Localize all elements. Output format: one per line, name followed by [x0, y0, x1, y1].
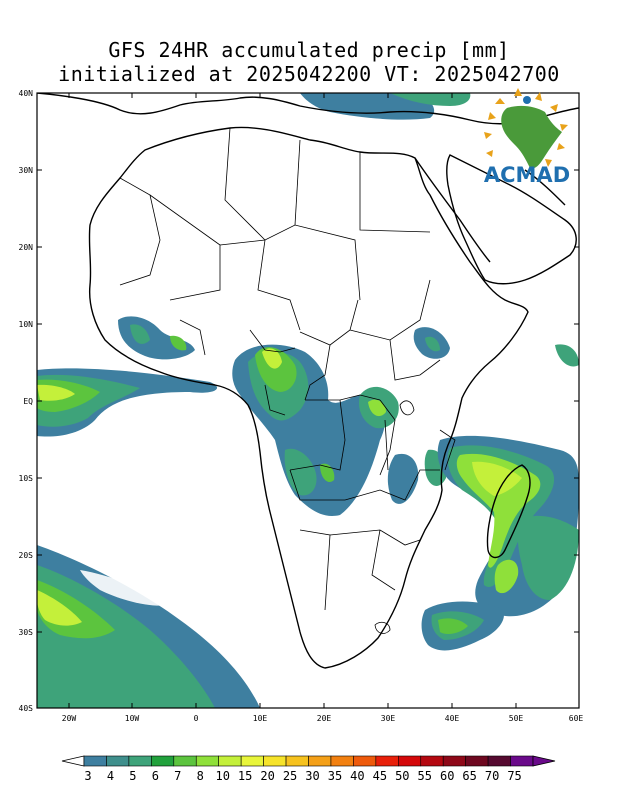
colorbar-swatch: [397, 755, 422, 767]
map-plot-area: [37, 93, 579, 708]
colorbar-swatch: [218, 755, 242, 767]
lon-label-50e: 50E: [509, 714, 524, 723]
colorbar-swatch: [465, 755, 489, 767]
longitude-labels: 20W 10W 0 10E 20E 30E 40E 50E 60E: [62, 714, 584, 723]
lat-label-20s: 20S: [19, 551, 34, 560]
colorbar-swatch: [330, 755, 354, 767]
colorbar-swatch: [420, 755, 444, 767]
colorbar-swatch: [375, 755, 399, 767]
lon-label-20e: 20E: [317, 714, 332, 723]
colorbar-swatch: [195, 755, 220, 767]
colorbar-swatch: [487, 755, 511, 767]
map-title-line-2: initialized at 2025042200 VT: 2025042700: [58, 62, 560, 86]
colorbar-swatch: [308, 755, 332, 767]
map-title-line-1: GFS 24HR accumulated precip [mm]: [108, 38, 510, 62]
colorbar-label: 45: [373, 769, 387, 783]
colorbar-over-triangle: [532, 755, 556, 767]
lat-label-10s: 10S: [19, 474, 34, 483]
logo-sun-rays-icon: [484, 88, 568, 167]
lat-label-40n: 40N: [19, 89, 34, 98]
colorbar-label: 3: [84, 769, 91, 783]
colorbar-label: 4: [107, 769, 114, 783]
lon-label-10e: 10E: [253, 714, 268, 723]
country-borders: [119, 127, 456, 634]
colorbar-label: 65: [462, 769, 476, 783]
colorbar-swatch: [510, 755, 534, 767]
colorbar-label: 30: [305, 769, 319, 783]
colorbar-label: 60: [440, 769, 454, 783]
colorbar-label: 6: [152, 769, 159, 783]
colorbar-label: 50: [395, 769, 409, 783]
colorbar-swatch: [353, 755, 377, 767]
colorbar-swatch: [173, 755, 197, 767]
latitude-labels: 40N 30N 20N 10N EQ 10S 20S 30S 40S: [19, 89, 34, 713]
logo-drop-icon: [523, 96, 531, 104]
axis-ticks: [37, 92, 580, 709]
colorbar-label: 35: [328, 769, 342, 783]
colorbar-swatch: [240, 755, 264, 767]
colorbar-label: 25: [283, 769, 297, 783]
colorbar-label: 70: [485, 769, 499, 783]
lat-label-30n: 30N: [19, 166, 34, 175]
colorbar-swatch: [263, 755, 287, 767]
colorbar-label: 7: [174, 769, 181, 783]
colorbar-swatch: [285, 755, 309, 767]
lon-label-40e: 40E: [445, 714, 460, 723]
colorbar-swatch: [83, 755, 107, 767]
colorbar-label: 15: [238, 769, 252, 783]
lon-label-0: 0: [194, 714, 199, 723]
acmad-logo: ACMAD: [484, 88, 570, 187]
colorbar-label: 10: [215, 769, 229, 783]
colorbar-label: 8: [197, 769, 204, 783]
colorbar-label: 55: [418, 769, 432, 783]
colorbar-label: 5: [129, 769, 136, 783]
precip-shading: [37, 93, 579, 708]
lon-label-60e: 60E: [569, 714, 584, 723]
colorbar-under-triangle: [61, 755, 85, 767]
colorbar-label: 20: [260, 769, 274, 783]
colorbar-swatch: [151, 755, 175, 767]
lat-label-40s: 40S: [19, 704, 34, 713]
colorbar-label: 40: [350, 769, 364, 783]
logo-africa-icon: [501, 105, 562, 169]
colorbar-swatch: [128, 755, 152, 767]
lon-label-30e: 30E: [381, 714, 396, 723]
colorbar-swatch: [442, 755, 466, 767]
colorbar-swatch: [106, 755, 130, 767]
lon-label-20w: 20W: [62, 714, 77, 723]
colorbar-label: 75: [507, 769, 521, 783]
logo-text: ACMAD: [484, 163, 570, 187]
lat-label-10n: 10N: [19, 320, 34, 329]
lat-label-20n: 20N: [19, 243, 34, 252]
colorbar: 3 4 5 6 7 8 10 15 20 25 30 35 40 45 50 55 60 65 70 75: [61, 755, 556, 783]
lat-label-30s: 30S: [19, 628, 34, 637]
lat-label-eq: EQ: [23, 397, 33, 406]
lon-label-10w: 10W: [125, 714, 140, 723]
